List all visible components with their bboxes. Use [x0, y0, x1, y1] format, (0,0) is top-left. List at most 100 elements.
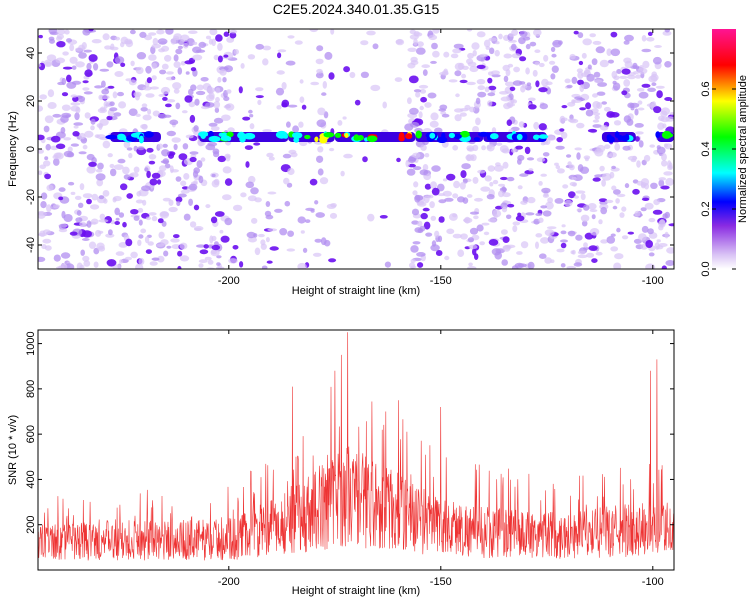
noise-blob [84, 130, 94, 138]
noise-blob [549, 60, 556, 65]
noise-blob [652, 56, 662, 65]
noise-blob [475, 97, 481, 105]
signal-band-blob [398, 135, 405, 142]
noise-blob [222, 77, 227, 83]
noise-blob [297, 262, 307, 269]
noise-blob [638, 91, 649, 99]
noise-blob [616, 193, 626, 198]
noise-blob [163, 250, 169, 257]
noise-blob [40, 201, 47, 209]
spectrogram-x-axis-label: Height of straight line (km) [292, 285, 420, 297]
noise-blob [310, 209, 315, 213]
signal-band-blob [473, 137, 480, 142]
noise-blob [221, 114, 231, 121]
noise-blob [329, 147, 335, 152]
noise-blob [360, 40, 369, 46]
noise-blob [177, 67, 183, 75]
noise-blob [627, 155, 638, 161]
noise-blob [279, 228, 288, 236]
noise-blob [585, 102, 592, 110]
noise-blob [663, 171, 673, 176]
noise-blob [528, 168, 534, 172]
noise-blob [149, 261, 158, 266]
noise-blob [75, 47, 84, 52]
noise-blob [48, 29, 58, 34]
noise-blob [190, 67, 197, 72]
noise-blob [140, 107, 148, 112]
noise-blob [138, 257, 145, 266]
noise-blob [55, 152, 64, 160]
noise-blob [109, 46, 119, 51]
noise-blob [379, 215, 388, 219]
noise-blob [410, 265, 417, 269]
noise-blob [648, 75, 658, 83]
noise-blob [69, 56, 78, 64]
noise-blob [151, 62, 157, 70]
noise-blob [309, 178, 318, 186]
noise-blob [487, 218, 497, 223]
noise-blob [428, 34, 438, 41]
noise-blob [114, 221, 120, 225]
noise-blob [520, 200, 528, 205]
noise-blob [580, 214, 590, 222]
noise-blob [438, 199, 447, 204]
colorbar-label: Normalized spectral amplitude [737, 75, 749, 223]
snr-panel: -200 -150 -100 200 400 600 800 1000 Height of … [7, 329, 675, 597]
noise-blob [210, 249, 217, 255]
noise-blob [145, 93, 155, 98]
noise-blob [96, 134, 106, 140]
noise-blob [102, 140, 111, 149]
noise-blob [502, 236, 510, 244]
noise-blob [46, 54, 57, 61]
noise-blob [535, 212, 543, 217]
noise-blob [621, 90, 628, 96]
noise-blob [119, 259, 124, 264]
noise-blob [46, 184, 54, 192]
noise-blob [227, 127, 235, 133]
noise-blob [488, 37, 498, 42]
noise-blob [637, 67, 648, 75]
noise-blob [322, 81, 327, 89]
noise-blob [577, 254, 588, 259]
noise-blob [623, 79, 631, 87]
noise-blob [107, 85, 115, 89]
noise-blob [117, 158, 126, 164]
noise-blob [489, 181, 494, 187]
noise-blob [410, 245, 419, 253]
noise-blob [463, 217, 473, 223]
noise-blob [63, 137, 72, 141]
x-tick-label: -100 [642, 576, 664, 588]
noise-blob [567, 230, 576, 237]
noise-blob [39, 94, 47, 100]
noise-blob [634, 136, 640, 142]
snr-y-axis-label: SNR (10 * v/v) [7, 415, 19, 485]
noise-blob [217, 42, 223, 51]
noise-blob [645, 263, 656, 269]
noise-blob [161, 45, 170, 52]
noise-blob [424, 102, 432, 108]
noise-blob [661, 153, 667, 162]
noise-blob [166, 99, 176, 103]
noise-blob [343, 66, 350, 73]
noise-blob [454, 70, 462, 77]
noise-blob [511, 265, 519, 269]
noise-blob [395, 39, 403, 44]
noise-blob [246, 231, 256, 239]
noise-blob [158, 231, 165, 239]
noise-blob [583, 242, 588, 249]
noise-blob [635, 74, 642, 79]
noise-blob [544, 257, 552, 264]
noise-blob [461, 73, 467, 79]
noise-blob [255, 43, 264, 50]
noise-blob [504, 81, 515, 87]
noise-blob [611, 165, 616, 170]
noise-blob [484, 86, 490, 93]
noise-blob [430, 60, 437, 64]
noise-blob [145, 65, 152, 74]
signal-band-blob [453, 133, 462, 140]
x-tick-label: -150 [430, 275, 452, 287]
noise-blob [614, 253, 624, 260]
noise-blob [43, 125, 50, 133]
noise-blob [165, 76, 176, 81]
noise-blob [188, 198, 194, 206]
